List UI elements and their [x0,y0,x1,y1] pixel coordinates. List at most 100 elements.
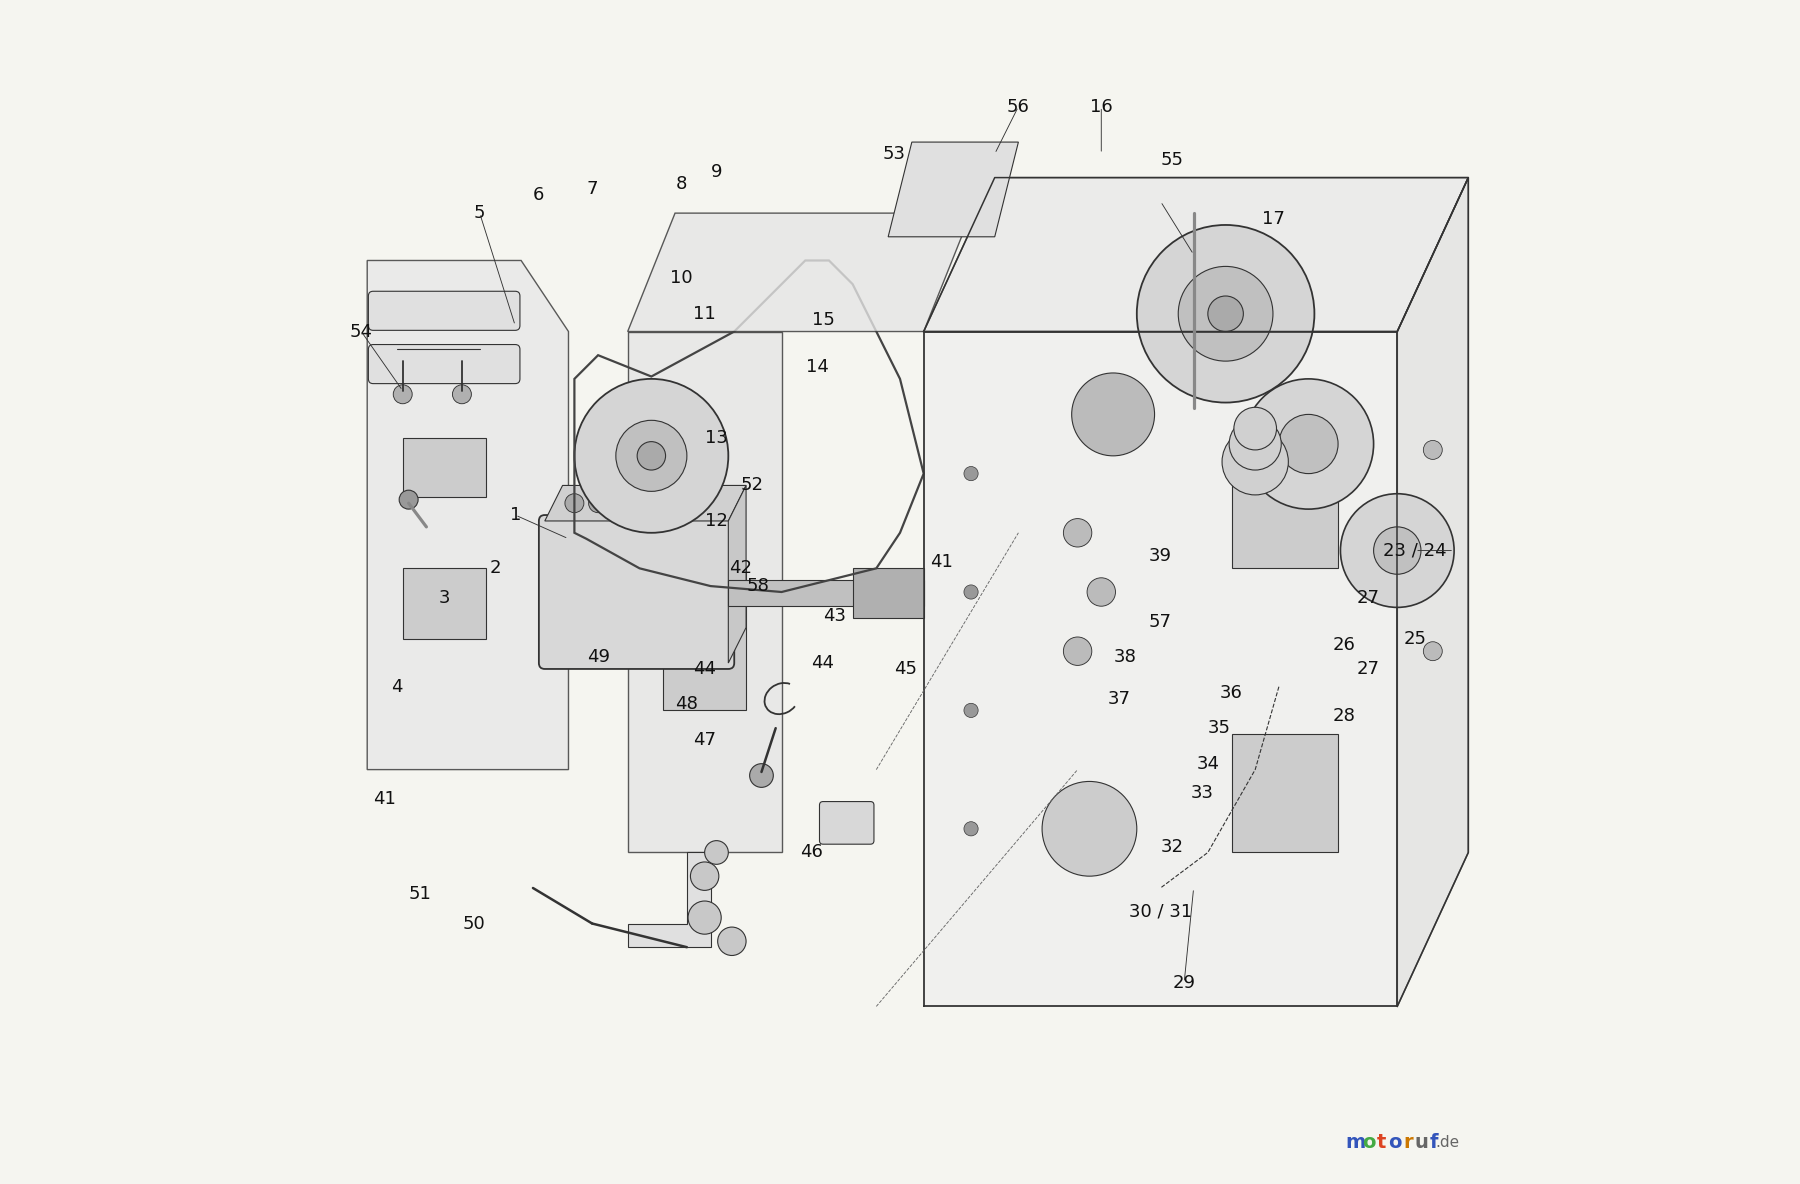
Text: 50: 50 [463,914,486,933]
Text: 5: 5 [473,204,486,223]
Text: 4: 4 [391,677,403,696]
Circle shape [965,466,977,481]
Polygon shape [403,438,486,497]
Circle shape [1222,429,1289,495]
Text: u: u [1415,1133,1427,1152]
Circle shape [688,901,722,934]
Text: 2: 2 [490,559,500,578]
Text: 6: 6 [533,186,545,205]
Circle shape [965,703,977,718]
Circle shape [1424,440,1442,459]
Circle shape [1087,578,1116,606]
Polygon shape [887,142,1019,237]
Text: 58: 58 [747,577,769,596]
Text: 41: 41 [374,790,396,809]
Circle shape [637,442,666,470]
Polygon shape [923,332,1397,1006]
Text: 9: 9 [711,162,722,181]
Text: 47: 47 [693,731,716,749]
Text: 11: 11 [693,304,716,323]
Text: 48: 48 [675,695,698,714]
Text: 27: 27 [1355,588,1379,607]
Circle shape [749,764,774,787]
Text: 56: 56 [1006,97,1030,116]
Text: 49: 49 [587,648,610,667]
Circle shape [1233,407,1276,450]
Circle shape [1229,418,1282,470]
Polygon shape [662,568,745,710]
Circle shape [1424,642,1442,661]
Polygon shape [545,485,745,521]
Circle shape [965,822,977,836]
Text: 10: 10 [670,269,693,288]
Text: 53: 53 [882,144,905,163]
Polygon shape [1231,734,1337,852]
Text: 27: 27 [1355,659,1379,678]
Circle shape [616,420,688,491]
Text: 7: 7 [587,180,598,199]
Text: 8: 8 [675,174,686,193]
Circle shape [1424,523,1442,542]
Circle shape [565,494,583,513]
Text: 55: 55 [1161,150,1184,169]
Text: t: t [1377,1133,1386,1152]
Text: 44: 44 [693,659,716,678]
Circle shape [400,490,418,509]
Circle shape [1042,781,1138,876]
Text: 12: 12 [706,511,727,530]
Polygon shape [729,485,745,663]
Circle shape [1208,296,1244,332]
Circle shape [1064,519,1093,547]
Text: 17: 17 [1262,210,1285,229]
Polygon shape [1231,450,1337,568]
Text: 16: 16 [1091,97,1112,116]
Circle shape [704,841,729,864]
Circle shape [1373,527,1420,574]
FancyBboxPatch shape [369,291,520,330]
Text: 26: 26 [1332,636,1355,655]
Text: 32: 32 [1161,837,1184,856]
FancyBboxPatch shape [538,515,734,669]
Text: 45: 45 [895,659,918,678]
Circle shape [718,927,745,955]
Circle shape [1341,494,1454,607]
Polygon shape [628,213,970,332]
Polygon shape [403,568,486,639]
Text: 51: 51 [409,884,432,903]
Text: 1: 1 [509,506,520,525]
Circle shape [684,494,702,513]
Text: 33: 33 [1190,784,1213,803]
Text: 54: 54 [349,322,373,341]
Circle shape [1278,414,1337,474]
Circle shape [392,385,412,404]
Polygon shape [923,178,1469,332]
Text: 15: 15 [812,310,835,329]
Text: 3: 3 [439,588,450,607]
Text: 38: 38 [1114,648,1136,667]
Circle shape [635,494,655,513]
Text: 23 / 24: 23 / 24 [1382,541,1447,560]
Text: 28: 28 [1332,707,1355,726]
Text: 43: 43 [823,606,846,625]
Text: 41: 41 [931,553,952,572]
Text: 29: 29 [1172,973,1195,992]
Text: 14: 14 [806,358,828,377]
Text: 57: 57 [1148,612,1172,631]
Text: .de: .de [1435,1135,1460,1150]
Circle shape [589,494,608,513]
Circle shape [574,379,729,533]
Text: 25: 25 [1404,630,1427,649]
Circle shape [965,585,977,599]
Text: 13: 13 [706,429,727,448]
Circle shape [1064,637,1093,665]
Circle shape [452,385,472,404]
Circle shape [1179,266,1273,361]
Text: 46: 46 [799,843,823,862]
Text: 37: 37 [1107,689,1130,708]
Text: 39: 39 [1148,547,1172,566]
Text: o: o [1363,1133,1375,1152]
Polygon shape [729,580,923,606]
Text: 44: 44 [812,654,835,673]
Polygon shape [628,852,711,947]
Circle shape [691,862,718,890]
